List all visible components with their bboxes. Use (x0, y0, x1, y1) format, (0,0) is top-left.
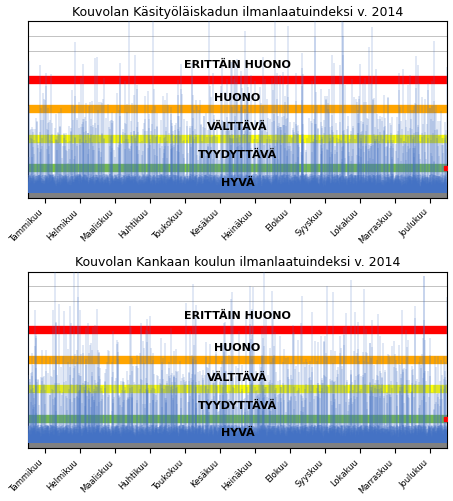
Text: VÄLTTÄVÄ: VÄLTTÄVÄ (207, 122, 268, 132)
Text: HUONO: HUONO (214, 93, 260, 103)
Text: ERITTÄIN HUONO: ERITTÄIN HUONO (184, 60, 291, 70)
Text: HYVÄ: HYVÄ (221, 428, 254, 438)
Title: Kouvolan Käsityöläiskadun ilmanlaatuindeksi v. 2014: Kouvolan Käsityöläiskadun ilmanlaatuinde… (72, 6, 403, 19)
Text: VÄLTTÄVÄ: VÄLTTÄVÄ (207, 373, 268, 383)
Bar (28, 193, 448, 198)
Text: TYYDYTTÄVÄ: TYYDYTTÄVÄ (198, 401, 277, 411)
Bar (28, 443, 448, 448)
Text: TYYDYTTÄVÄ: TYYDYTTÄVÄ (198, 150, 277, 160)
Text: ERITTÄIN HUONO: ERITTÄIN HUONO (184, 311, 291, 321)
Text: HUONO: HUONO (214, 343, 260, 353)
Title: Kouvolan Kankaan koulun ilmanlaatuindeksi v. 2014: Kouvolan Kankaan koulun ilmanlaatuindeks… (75, 256, 400, 269)
Text: HYVÄ: HYVÄ (221, 178, 254, 188)
